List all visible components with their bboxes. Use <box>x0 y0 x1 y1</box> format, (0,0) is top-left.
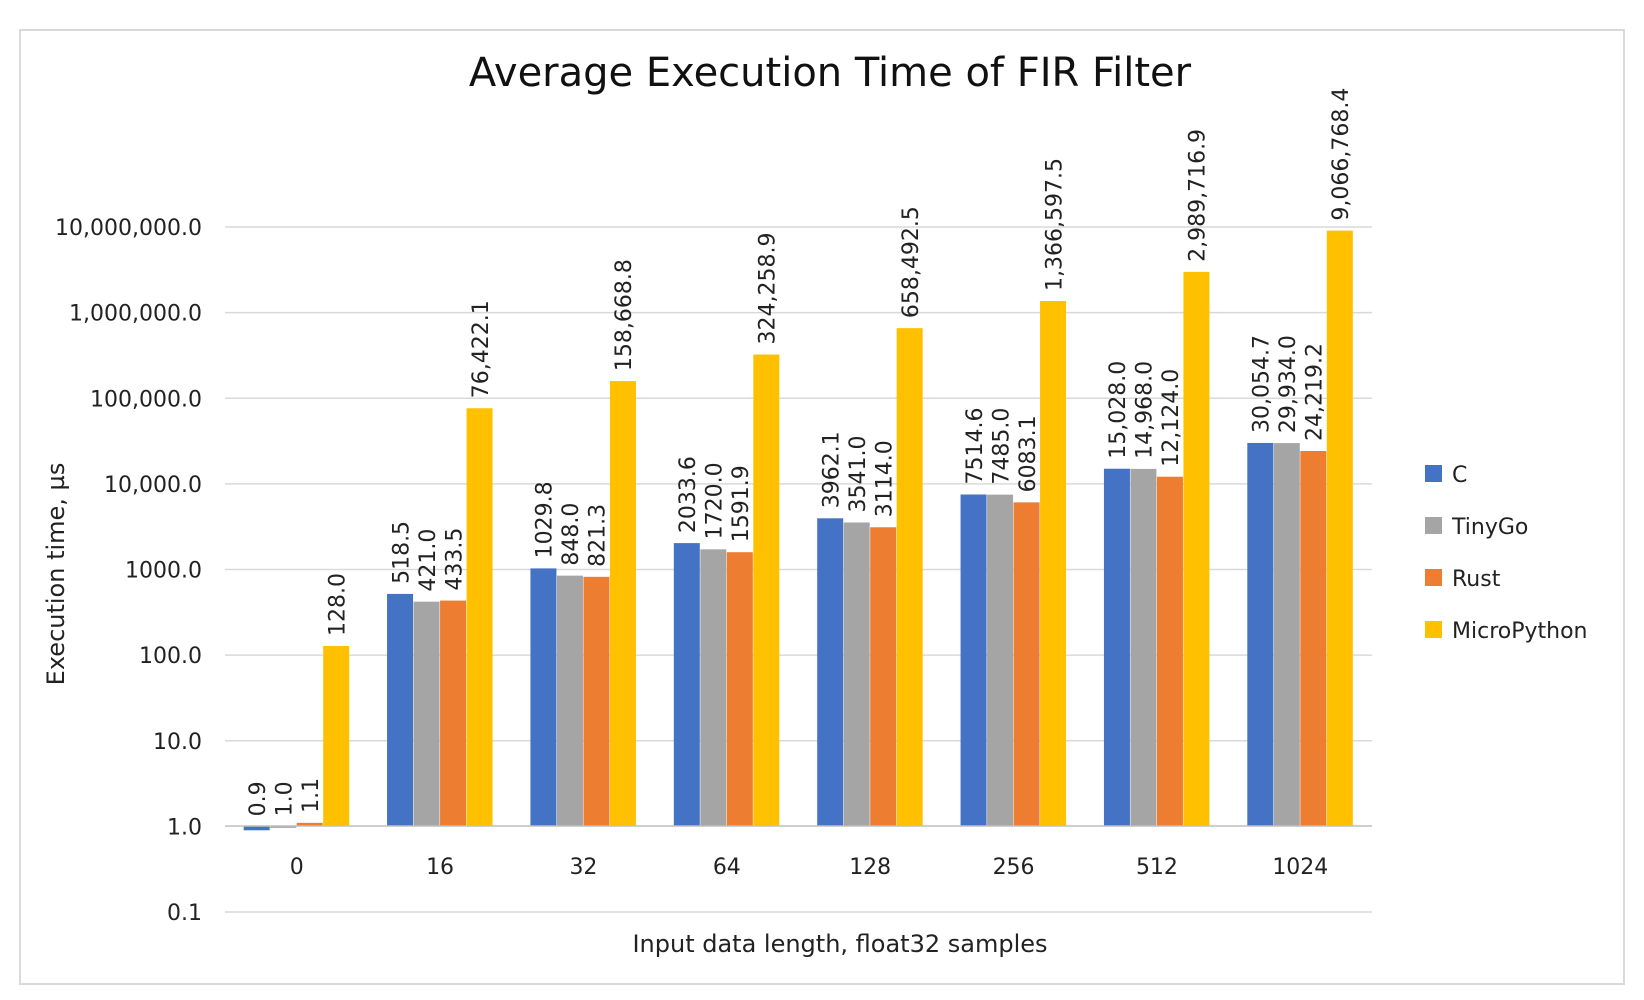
data-label: 421.0 <box>416 529 441 592</box>
data-label: 1720.0 <box>703 462 728 539</box>
y-tick-label: 1.0 <box>167 815 202 840</box>
y-tick-label: 0.1 <box>167 901 202 926</box>
data-label: 9,066,768.4 <box>1329 88 1354 221</box>
data-label: 76,422.1 <box>469 300 494 398</box>
bar-rust-256 <box>1013 502 1040 827</box>
y-tick-label: 1000.0 <box>125 559 202 584</box>
bar-c-64 <box>673 543 700 827</box>
bar-tinygo-32 <box>556 575 583 827</box>
data-label: 12,124.0 <box>1159 369 1184 467</box>
bar-rust-1024 <box>1300 450 1327 827</box>
data-label: 1591.9 <box>729 465 754 542</box>
bar-micropython-256 <box>1040 301 1067 827</box>
bar-tinygo-128 <box>843 522 870 827</box>
data-label: 128.0 <box>325 573 350 636</box>
x-tick-label: 64 <box>713 855 741 880</box>
legend-label-micropython: MicroPython <box>1452 619 1587 644</box>
bar-rust-32 <box>583 576 610 827</box>
legend-label-tinygo: TinyGo <box>1451 515 1528 540</box>
bar-rust-128 <box>870 527 897 827</box>
legend-label-c: C <box>1452 463 1467 488</box>
data-label: 658,492.5 <box>899 206 924 318</box>
bar-rust-512 <box>1156 476 1183 827</box>
bar-tinygo-16 <box>413 601 440 827</box>
data-label: 821.3 <box>586 504 611 567</box>
x-tick-label: 128 <box>849 855 891 880</box>
bar-micropython-512 <box>1183 271 1210 827</box>
y-tick-label: 10,000.0 <box>104 473 202 498</box>
legend-label-rust: Rust <box>1452 567 1501 592</box>
legend: C TinyGo Rust MicroPython <box>1425 463 1587 644</box>
legend-swatch-tinygo <box>1425 517 1442 534</box>
data-label: 1.0 <box>272 781 297 816</box>
bar-micropython-32 <box>609 381 636 827</box>
bar-micropython-128 <box>896 328 923 827</box>
bars <box>243 230 1353 831</box>
bar-c-128 <box>817 518 844 827</box>
data-label: 3962.1 <box>819 431 844 508</box>
bar-c-1024 <box>1247 442 1274 827</box>
data-label: 24,219.2 <box>1303 343 1328 441</box>
y-axis-label: Execution time, µs <box>42 463 70 686</box>
x-tick-label: 256 <box>993 855 1035 880</box>
data-label: 1029.8 <box>533 481 558 558</box>
data-label: 324,258.9 <box>756 233 781 345</box>
data-label: 7485.0 <box>989 408 1014 485</box>
y-axis-ticks: 0.1 1.0 10.0 100.0 1000.0 10,000.0 100,000.0 1,… <box>55 216 202 926</box>
bar-tinygo-64 <box>700 549 727 827</box>
chart-title: Average Execution Time of FIR Filter <box>469 50 1192 96</box>
bar-c-256 <box>960 494 987 827</box>
bar-micropython-1024 <box>1326 230 1353 827</box>
x-axis-ticks: 0 16 32 64 128 256 512 1024 <box>290 855 1329 880</box>
bar-c-16 <box>387 593 414 827</box>
data-labels: 0.9 1.0 1.1 128.0 518.5 421.0 433.5 76,422.1 102… <box>246 88 1354 817</box>
y-tick-label: 10.0 <box>153 730 202 755</box>
data-label: 3541.0 <box>846 435 871 512</box>
data-label: 2,989,716.9 <box>1186 129 1211 262</box>
data-label: 3114.0 <box>872 440 897 517</box>
legend-swatch-rust <box>1425 569 1442 586</box>
data-label: 14,968.0 <box>1133 361 1158 459</box>
data-label: 15,028.0 <box>1106 361 1131 459</box>
bar-micropython-64 <box>753 354 780 827</box>
data-label: 7514.6 <box>963 408 988 485</box>
x-tick-label: 1024 <box>1272 855 1328 880</box>
data-label: 518.5 <box>389 521 414 584</box>
y-tick-label: 100,000.0 <box>90 387 202 412</box>
data-label: 30,054.7 <box>1250 335 1275 433</box>
bar-tinygo-1024 <box>1273 443 1300 827</box>
bar-c-0 <box>243 826 270 831</box>
data-label: 29,934.0 <box>1276 335 1301 433</box>
data-label: 2033.6 <box>676 456 701 533</box>
bar-tinygo-512 <box>1130 468 1157 827</box>
x-tick-label: 16 <box>426 855 454 880</box>
data-label: 1,366,597.5 <box>1042 158 1067 291</box>
bar-micropython-0 <box>323 645 350 827</box>
bar-tinygo-0 <box>270 826 297 828</box>
bar-rust-0 <box>296 822 323 827</box>
bar-c-512 <box>1103 468 1130 827</box>
x-tick-label: 512 <box>1136 855 1178 880</box>
y-tick-label: 100.0 <box>139 644 202 669</box>
data-label: 0.9 <box>246 781 271 816</box>
bar-rust-16 <box>440 600 467 827</box>
x-axis-label: Input data length, float32 samples <box>632 930 1047 958</box>
y-tick-label: 10,000,000.0 <box>55 216 202 241</box>
x-tick-label: 0 <box>290 855 304 880</box>
legend-swatch-micropython <box>1425 621 1442 638</box>
data-label: 1.1 <box>299 778 324 813</box>
data-label: 433.5 <box>442 528 467 591</box>
bar-c-32 <box>530 568 557 827</box>
bar-micropython-16 <box>466 408 493 827</box>
bar-rust-64 <box>726 552 753 827</box>
data-label: 158,668.8 <box>612 259 637 371</box>
legend-swatch-c <box>1425 465 1442 482</box>
y-tick-label: 1,000,000.0 <box>69 302 202 327</box>
data-label: 848.0 <box>559 503 584 566</box>
data-label: 6083.1 <box>1016 415 1041 492</box>
x-tick-label: 32 <box>569 855 597 880</box>
bar-tinygo-256 <box>987 494 1014 827</box>
